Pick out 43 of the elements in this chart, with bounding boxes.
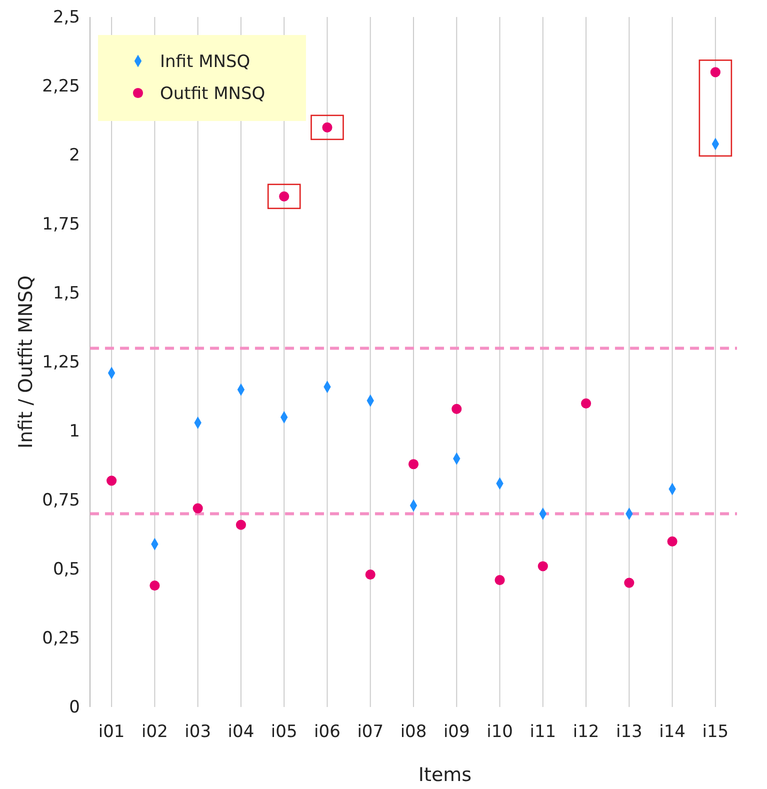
x-tick-label: i09 xyxy=(443,722,470,742)
y-tick-label: 1 xyxy=(69,421,80,442)
legend-label: Infit MNSQ xyxy=(160,52,250,72)
point xyxy=(667,536,678,546)
x-axis-title: Items xyxy=(418,764,472,786)
point xyxy=(538,561,548,572)
x-tick-label: i03 xyxy=(184,722,212,742)
x-tick-label: i15 xyxy=(702,722,729,742)
x-tick-label: i11 xyxy=(530,722,556,742)
point xyxy=(452,404,462,414)
y-tick-label: 0,25 xyxy=(42,628,80,648)
legend-label: Outfit MNSQ xyxy=(160,84,266,104)
point xyxy=(710,67,720,78)
y-axis-title: Infit / Outfit MNSQ xyxy=(15,275,37,449)
x-tick-label: i12 xyxy=(572,722,600,742)
x-tick-label: i13 xyxy=(616,722,642,742)
x-tick-label: i01 xyxy=(98,722,125,742)
y-tick-label: 0 xyxy=(69,697,80,718)
y-tick-label: 2 xyxy=(69,145,80,166)
y-tick-label: 2,25 xyxy=(42,76,80,96)
y-tick-label: 2,5 xyxy=(52,7,80,28)
point xyxy=(408,459,419,470)
point xyxy=(106,476,117,486)
point xyxy=(192,503,203,514)
x-tick-label: i05 xyxy=(270,722,298,742)
point xyxy=(150,580,160,591)
point xyxy=(494,575,505,586)
x-tick-label: i14 xyxy=(659,722,686,742)
point xyxy=(624,578,634,588)
x-tick-label: i04 xyxy=(228,722,254,742)
x-tick-label: i02 xyxy=(142,722,168,742)
point xyxy=(365,569,376,580)
y-tick-label: 1,75 xyxy=(42,214,80,234)
y-tick-label: 1,25 xyxy=(42,352,80,372)
x-tick-label: i07 xyxy=(357,722,384,742)
y-tick-label: 1,5 xyxy=(52,283,80,304)
y-tick-label: 0,75 xyxy=(42,490,80,510)
x-tick-label: i10 xyxy=(486,722,513,742)
point xyxy=(580,398,592,408)
y-tick-label: 0,5 xyxy=(52,559,80,580)
x-tick-label: i08 xyxy=(400,722,427,742)
point xyxy=(236,520,246,530)
x-tick-label: i06 xyxy=(314,722,340,742)
